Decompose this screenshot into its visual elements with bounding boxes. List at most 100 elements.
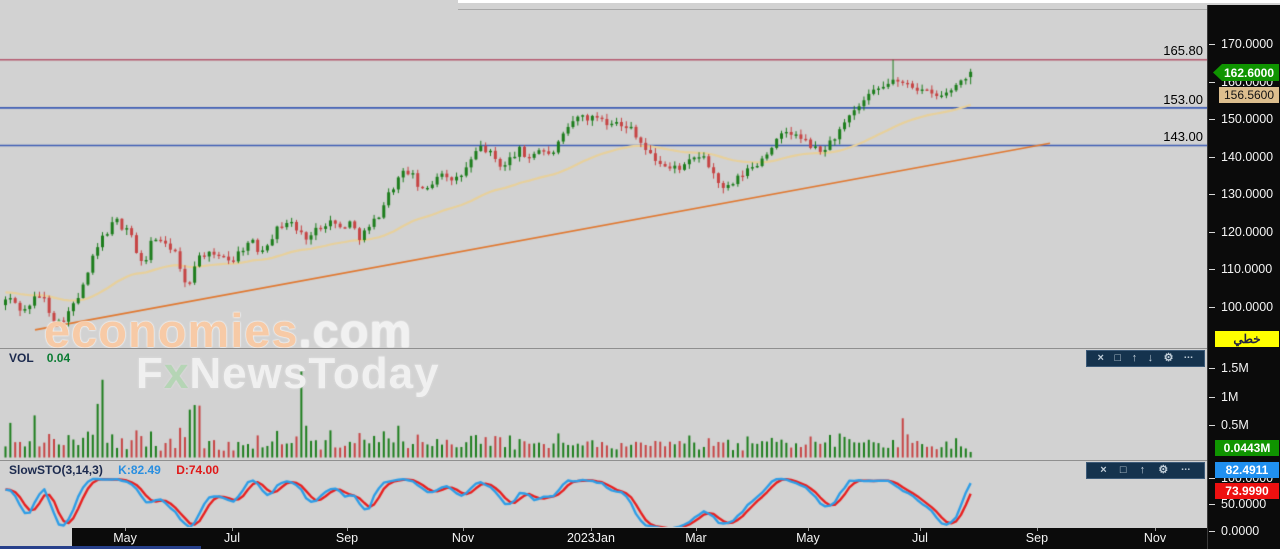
time-axis-label: May	[113, 531, 137, 545]
time-axis-tick	[695, 528, 697, 531]
price-axis[interactable]: 170.0000 160.0000 150.0000 140.0000 130.0000…	[1207, 5, 1280, 549]
time-axis[interactable]: May Jul Sep Nov 2023Jan Mar May Jul Sep Nov	[0, 528, 1280, 549]
axis-tick-label: 130.0000	[1221, 187, 1274, 202]
watermark-f: F	[136, 349, 164, 398]
axis-tick: 170.0000	[1208, 36, 1280, 52]
time-axis-tick	[919, 528, 921, 531]
time-axis-tick	[807, 528, 809, 531]
last-price-tag: 162.6000	[1213, 64, 1279, 81]
sto-panel-divider[interactable]	[0, 460, 1207, 461]
axis-tick-label: 170.0000	[1221, 37, 1274, 51]
time-axis-label: Sep	[1025, 531, 1049, 545]
maximize-icon[interactable]: □	[1114, 352, 1122, 364]
sto-panel-toolbar: × □ ↑ ⚙ ▪▪▪	[1086, 462, 1205, 479]
time-axis-tick	[590, 528, 592, 531]
time-axis-tick	[1036, 528, 1038, 531]
axis-tick-label: 0.5M	[1221, 418, 1249, 433]
time-axis-tick	[347, 528, 348, 531]
axis-tick-label: 0.0000	[1221, 524, 1260, 538]
more-options-icon[interactable]: ▪▪▪	[1181, 467, 1191, 473]
support-level-label-1: 153.00	[1163, 92, 1203, 107]
move-up-icon[interactable]: ↑	[1131, 352, 1138, 364]
axis-tick-label: 1M	[1221, 389, 1239, 404]
sto-d-tag: 73.9990	[1215, 483, 1279, 499]
time-axis-label: Nov	[451, 531, 475, 545]
volume-panel-header: VOL 0.04	[9, 351, 70, 365]
settings-icon[interactable]: ⚙	[1158, 464, 1169, 476]
horizontal-scrollbar[interactable]	[0, 546, 201, 549]
axis-tick-dash	[1209, 44, 1215, 45]
time-axis-background	[72, 528, 1280, 549]
top-border-line	[458, 9, 1207, 10]
axis-tick-label: 110.0000	[1221, 262, 1273, 277]
window-top-edge	[458, 0, 1280, 3]
time-axis-tick	[231, 528, 233, 531]
axis-tick-dash	[1209, 156, 1215, 158]
axis-tick-dash	[1209, 396, 1215, 398]
volume-panel-toolbar: × □ ↑ ↓ ⚙ ▪▪▪	[1086, 350, 1205, 367]
resistance-level-label: 165.80	[1163, 43, 1203, 58]
time-axis-label: Mar	[685, 531, 707, 545]
volume-panel-divider[interactable]	[0, 348, 1207, 349]
axis-tick: 140.0000	[1208, 149, 1280, 165]
axis-tick-dash	[1209, 231, 1215, 233]
axis-tick-dash	[1209, 269, 1215, 271]
sto-panel-header: SlowSTO(3,14,3) K:82.49 D:74.00	[9, 463, 219, 477]
move-up-icon[interactable]: ↑	[1139, 464, 1146, 476]
axis-tick: 0.0000	[1208, 523, 1280, 539]
axis-tick: 150.0000	[1208, 111, 1280, 127]
chart-canvas[interactable]	[0, 0, 1207, 528]
time-axis-label: Sep	[335, 531, 359, 545]
close-icon[interactable]: ×	[1100, 464, 1107, 476]
time-axis-tick	[125, 528, 127, 531]
sto-k-value: K:82.49	[118, 463, 161, 477]
more-options-icon[interactable]: ▪▪▪	[1184, 355, 1194, 361]
maximize-icon[interactable]: □	[1119, 464, 1127, 476]
axis-tick-dash	[1209, 531, 1215, 532]
axis-tick: 50.0000	[1208, 496, 1280, 512]
sto-indicator-label: SlowSTO(3,14,3)	[9, 463, 103, 477]
axis-tick-dash	[1209, 306, 1215, 308]
current-volume-tag: 0.0443M	[1215, 440, 1279, 456]
axis-tick: 0.5M	[1208, 417, 1280, 433]
time-axis-label: May	[796, 531, 820, 545]
axis-tick: 100.0000	[1208, 299, 1280, 315]
watermark-x: x	[163, 349, 190, 398]
time-axis-label: Jul	[911, 531, 928, 545]
volume-current-value: 0.04	[46, 351, 71, 365]
axis-tick: 1M	[1208, 389, 1280, 405]
axis-tick: 130.0000	[1208, 186, 1280, 202]
axis-tick: 120.0000	[1208, 224, 1280, 240]
support-level-label-2: 143.00	[1163, 129, 1203, 144]
axis-tick-label: 150.0000	[1221, 112, 1274, 127]
time-axis-tick	[463, 528, 464, 531]
time-axis-label: 2023Jan	[566, 531, 615, 545]
sto-k-tag: 82.4911	[1215, 462, 1279, 478]
previous-close-tag: 156.5600	[1219, 87, 1279, 103]
axis-tick: 1.5M	[1208, 360, 1280, 376]
close-icon[interactable]: ×	[1097, 352, 1104, 364]
axis-tick-label: 50.0000	[1221, 497, 1267, 512]
axis-tick-label: 140.0000	[1221, 149, 1274, 164]
settings-icon[interactable]: ⚙	[1163, 352, 1174, 364]
axis-tick-dash	[1209, 504, 1215, 506]
axis-tick-dash	[1209, 119, 1215, 121]
axis-tick-label: 100.0000	[1221, 299, 1274, 314]
volume-indicator-label: VOL	[9, 351, 34, 365]
axis-tick: 110.0000	[1208, 261, 1280, 277]
scale-type-tag[interactable]: خطي	[1215, 331, 1279, 347]
watermark-rest: NewsToday	[189, 349, 440, 398]
axis-tick-dash	[1209, 477, 1215, 479]
time-axis-label: Nov	[1143, 531, 1167, 545]
move-down-icon[interactable]: ↓	[1147, 352, 1154, 364]
axis-tick-label: 120.0000	[1221, 224, 1274, 239]
time-axis-tick	[1154, 528, 1156, 531]
time-axis-label: Jul	[223, 531, 240, 545]
axis-tick-label: 1.5M	[1221, 360, 1249, 375]
sto-d-value: D:74.00	[176, 463, 219, 477]
axis-tick-dash	[1209, 81, 1215, 83]
watermark-fxnewstoday: FxNewsToday	[136, 349, 440, 399]
axis-tick-dash	[1209, 194, 1215, 196]
axis-tick-dash	[1209, 425, 1215, 427]
